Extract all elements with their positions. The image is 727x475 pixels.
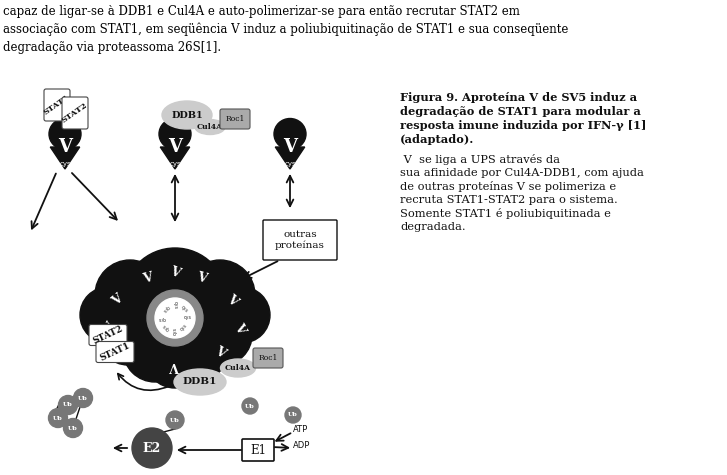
Text: V: V (224, 292, 240, 308)
Circle shape (63, 418, 82, 437)
Text: cys: cys (59, 161, 71, 167)
Text: Ub: Ub (170, 418, 180, 422)
Circle shape (49, 408, 68, 428)
Text: V: V (212, 344, 228, 360)
Text: degradação via proteassoma 26S[1].: degradação via proteassoma 26S[1]. (3, 41, 221, 54)
Text: cys: cys (180, 304, 189, 314)
Text: cys: cys (284, 161, 296, 167)
Circle shape (155, 298, 195, 338)
Circle shape (185, 260, 255, 330)
Text: Cul4A: Cul4A (197, 123, 223, 131)
Text: V: V (168, 264, 182, 280)
FancyBboxPatch shape (62, 97, 88, 129)
Text: DDB1: DDB1 (171, 111, 203, 120)
Text: V: V (58, 138, 72, 156)
Text: cys: cys (169, 161, 181, 167)
FancyBboxPatch shape (89, 324, 127, 345)
Ellipse shape (220, 359, 255, 377)
Text: cys: cys (184, 315, 192, 321)
Circle shape (132, 428, 172, 468)
Text: associação com STAT1, em seqüência V induz a poliubiquitinação de STAT1 e sua co: associação com STAT1, em seqüência V ind… (3, 23, 569, 37)
Circle shape (123, 318, 187, 382)
Text: Ub: Ub (53, 416, 63, 420)
Ellipse shape (159, 118, 191, 150)
Text: ATP: ATP (293, 426, 308, 435)
Text: Cul4A: Cul4A (225, 364, 251, 372)
FancyBboxPatch shape (96, 342, 134, 362)
Text: STAT2: STAT2 (92, 324, 124, 346)
Ellipse shape (162, 101, 212, 129)
Text: Ub: Ub (68, 426, 78, 430)
Circle shape (73, 389, 92, 408)
Text: Figura 9. Aproteína V de SV5 induz a
degradação de STAT1 para modular a
resposta: Figura 9. Aproteína V de SV5 induz a deg… (400, 92, 646, 145)
Text: STAT2: STAT2 (60, 101, 89, 125)
Circle shape (58, 396, 78, 415)
Circle shape (147, 290, 203, 346)
Ellipse shape (195, 120, 225, 134)
Text: Roc1: Roc1 (225, 115, 245, 123)
Text: DDB1: DDB1 (182, 378, 217, 387)
Text: Ub: Ub (63, 402, 73, 408)
Text: cys: cys (158, 315, 166, 321)
FancyBboxPatch shape (44, 89, 70, 121)
Circle shape (166, 411, 184, 429)
Circle shape (164, 318, 228, 382)
Circle shape (214, 287, 270, 343)
Text: V: V (110, 292, 126, 308)
Text: V: V (142, 270, 154, 285)
Polygon shape (50, 147, 80, 169)
Text: V: V (123, 344, 137, 360)
Text: cys: cys (161, 304, 170, 314)
Text: V: V (283, 138, 297, 156)
Text: Roc1: Roc1 (258, 354, 278, 362)
Text: V: V (232, 321, 248, 335)
Text: V: V (102, 321, 118, 335)
Circle shape (242, 398, 258, 414)
FancyBboxPatch shape (253, 348, 283, 368)
Circle shape (123, 248, 227, 352)
Text: Ub: Ub (78, 396, 88, 400)
Text: cys: cys (172, 301, 177, 309)
Text: cys: cys (180, 323, 189, 332)
Polygon shape (276, 147, 305, 169)
Text: STAT1: STAT1 (42, 93, 71, 117)
Text: capaz de ligar-se à DDB1 e Cul4A e auto-polimerizar-se para então recrutar STAT2: capaz de ligar-se à DDB1 e Cul4A e auto-… (3, 5, 520, 18)
Text: V: V (170, 359, 180, 371)
Text: E2: E2 (143, 441, 161, 455)
FancyBboxPatch shape (263, 220, 337, 260)
Text: cys: cys (161, 323, 170, 332)
Text: Ub: Ub (288, 412, 298, 418)
Ellipse shape (274, 118, 306, 150)
Text: Ub: Ub (245, 403, 255, 408)
Ellipse shape (174, 369, 226, 395)
Text: cys: cys (172, 327, 177, 335)
Text: outras
proteínas: outras proteínas (275, 230, 325, 250)
Text: E1: E1 (250, 444, 266, 456)
Polygon shape (160, 147, 190, 169)
Text: STAT1: STAT1 (98, 341, 132, 363)
Circle shape (285, 407, 301, 423)
FancyBboxPatch shape (220, 109, 250, 129)
Text: V: V (196, 270, 209, 285)
FancyBboxPatch shape (242, 439, 274, 461)
Text: V: V (168, 138, 182, 156)
Circle shape (95, 260, 165, 330)
Text: ADP: ADP (293, 440, 310, 449)
Circle shape (80, 287, 136, 343)
Text: V  se liga a UPS através da
sua afinidade por Cul4A-DDB1, com ajuda
de outras pr: V se liga a UPS através da sua afinidade… (400, 154, 644, 232)
Circle shape (145, 328, 205, 388)
Ellipse shape (49, 118, 81, 150)
Circle shape (98, 305, 158, 365)
Circle shape (192, 305, 252, 365)
